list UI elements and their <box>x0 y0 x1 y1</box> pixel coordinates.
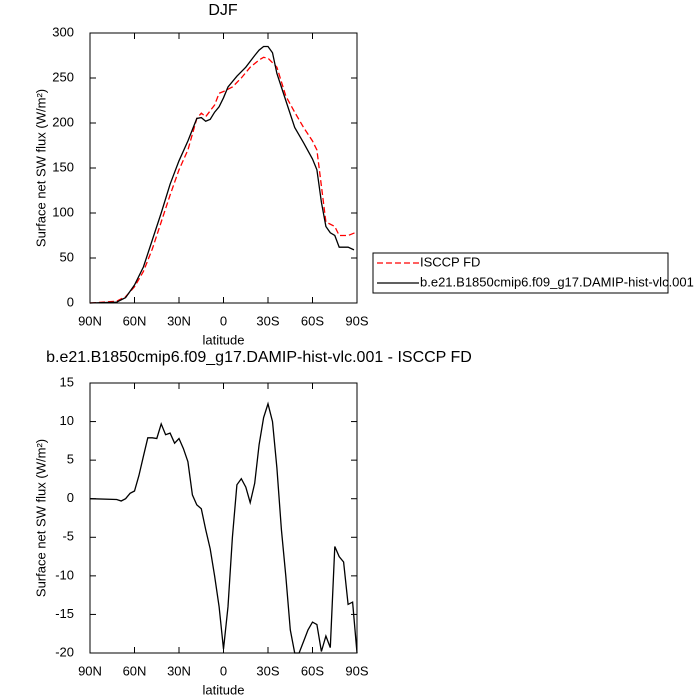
x-tick-label: 60S <box>301 313 324 328</box>
y-tick-label: -10 <box>55 567 74 582</box>
x-tick-label: 30S <box>256 663 279 678</box>
legend-label: b.e21.B1850cmip6.f09_g17.DAMIP-hist-vlc.… <box>420 274 694 289</box>
y-tick-label: 0 <box>67 294 74 309</box>
x-tick-label: 30S <box>256 313 279 328</box>
y-tick-label: 100 <box>52 204 74 219</box>
y-tick-label: 10 <box>60 413 74 428</box>
x-tick-label: 30N <box>167 663 191 678</box>
plot-frame <box>89 32 358 304</box>
plot-frame <box>89 382 358 654</box>
x-axis-label: latitude <box>203 682 245 697</box>
x-tick-label: 30N <box>167 313 191 328</box>
x-axis-label: latitude <box>203 332 245 347</box>
x-tick-label: 60S <box>301 663 324 678</box>
x-tick-label: 0 <box>220 663 227 678</box>
y-axis-label: Surface net SW flux (W/m²) <box>33 89 48 247</box>
x-tick-label: 90N <box>78 663 102 678</box>
y-tick-label: 150 <box>52 159 74 174</box>
y-tick-label: 0 <box>67 490 74 505</box>
y-tick-label: -5 <box>62 529 74 544</box>
y-tick-label: 50 <box>60 249 74 264</box>
x-tick-label: 90S <box>345 313 368 328</box>
x-tick-label: 0 <box>220 313 227 328</box>
y-tick-label: -15 <box>55 606 74 621</box>
chart-title: DJF <box>208 2 238 19</box>
y-tick-label: 15 <box>60 374 74 389</box>
y-tick-label: 300 <box>52 24 74 39</box>
y-tick-label: 250 <box>52 69 74 84</box>
y-tick-label: -20 <box>55 644 74 659</box>
chart-title: b.e21.B1850cmip6.f09_g17.DAMIP-hist-vlc.… <box>46 349 472 366</box>
y-tick-label: 5 <box>67 452 74 467</box>
data-line <box>89 401 358 654</box>
legend-box <box>372 252 669 294</box>
x-tick-label: 90N <box>78 313 102 328</box>
legend-label: ISCCP FD <box>420 254 480 269</box>
y-tick-label: 200 <box>52 114 74 129</box>
data-line <box>89 56 358 304</box>
y-axis-label: Surface net SW flux (W/m²) <box>33 439 48 597</box>
x-tick-label: 60N <box>123 313 147 328</box>
x-tick-label: 60N <box>123 663 147 678</box>
x-tick-label: 90S <box>345 663 368 678</box>
data-line <box>89 45 355 304</box>
